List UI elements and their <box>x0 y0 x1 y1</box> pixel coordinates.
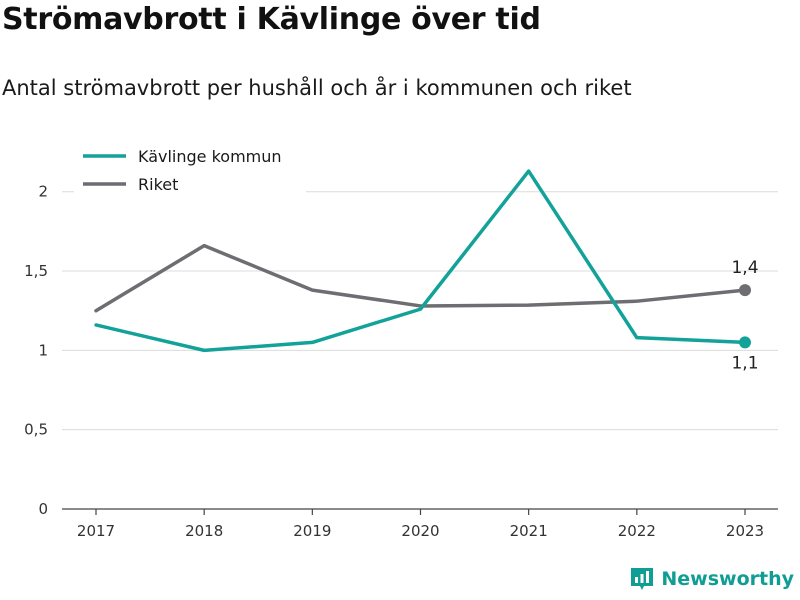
y-tick-label: 1 <box>38 341 48 359</box>
newsworthy-logo-icon <box>631 568 654 590</box>
legend: Kävlinge kommun Riket <box>74 140 306 198</box>
x-tick-label: 2021 <box>510 522 548 540</box>
end-value-label: 1,1 <box>731 353 758 373</box>
x-tick-label: 2020 <box>401 522 439 540</box>
y-tick-label: 2 <box>38 183 48 201</box>
chart-title: Strömavbrott i Kävlinge över tid <box>2 2 541 37</box>
brand-name: Newsworthy <box>661 568 794 590</box>
series-layer: 1,4 1,1 <box>94 169 759 373</box>
series-end-marker <box>739 336 751 349</box>
chart-subtitle: Antal strömavbrott per hushåll och år i … <box>2 76 632 100</box>
x-tick-label: 2018 <box>185 522 223 540</box>
end-value-label: 1,4 <box>731 258 758 278</box>
legend-label: Riket <box>138 175 178 194</box>
series-end-marker <box>739 284 751 297</box>
y-tick-label: 0,5 <box>24 421 48 439</box>
y-axis: 0 0,5 1 1,5 2 <box>24 183 48 518</box>
y-tick-label: 0 <box>38 500 48 518</box>
y-tick-label: 1,5 <box>24 262 48 280</box>
brand-logo: Newsworthy <box>629 566 794 592</box>
x-axis: 2017 2018 2019 2020 2021 2022 2023 <box>62 508 778 540</box>
series-line-riket <box>94 243 747 313</box>
legend-label: Kävlinge kommun <box>138 147 282 166</box>
legend-background <box>74 140 306 198</box>
x-tick-label: 2019 <box>293 522 331 540</box>
x-tick-label: 2023 <box>726 522 764 540</box>
x-tick-label: 2022 <box>618 522 656 540</box>
x-tick-label: 2017 <box>77 522 115 540</box>
